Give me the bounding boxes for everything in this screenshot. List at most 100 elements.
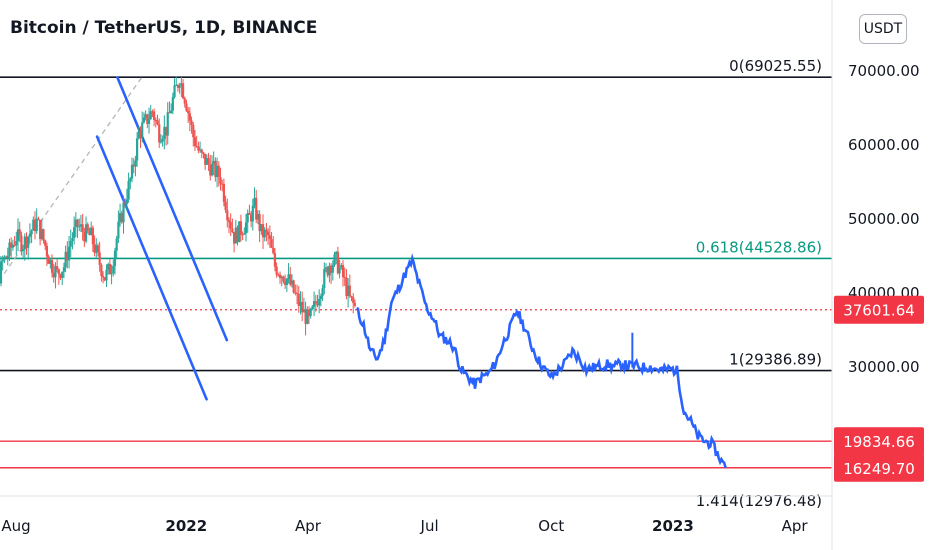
candle-body: [84, 224, 88, 242]
candle-body: [268, 235, 271, 240]
candle-body: [78, 226, 81, 228]
candle-body: [176, 85, 180, 88]
candle-body: [248, 213, 251, 215]
candle-body: [73, 227, 76, 239]
price-label-text: 19834.66: [843, 433, 915, 451]
candle-body: [234, 227, 237, 244]
candle-body: [112, 265, 115, 274]
candle-body: [118, 213, 122, 222]
candle-body: [93, 244, 96, 253]
candle-body: [350, 295, 353, 298]
candle-body: [139, 130, 142, 138]
x-tick-label: Oct: [538, 517, 564, 535]
candle-body: [170, 110, 173, 114]
candle-body: [49, 260, 52, 264]
candle-body: [239, 221, 243, 235]
candle-body: [35, 218, 38, 232]
candle-body: [151, 111, 154, 113]
candle-body: [15, 240, 18, 246]
candle-body: [219, 177, 222, 184]
candle-body: [243, 233, 246, 235]
candle-body: [215, 165, 219, 177]
candle-body: [267, 231, 270, 236]
candle-body: [110, 273, 113, 275]
candle-body: [113, 250, 117, 266]
candle-body: [292, 280, 295, 293]
candle-body: [69, 241, 72, 247]
candle-body: [185, 103, 188, 111]
candle-body: [79, 224, 83, 227]
candle-body: [192, 124, 195, 138]
candle-body: [229, 221, 232, 229]
candle-body: [161, 138, 164, 142]
candle-body: [164, 126, 168, 136]
candle-body: [340, 265, 343, 268]
candle-body: [44, 240, 47, 246]
candle-body: [4, 256, 8, 258]
candle-body: [198, 149, 202, 151]
candle-body: [91, 227, 94, 245]
candle-body: [336, 251, 340, 274]
candle-body: [251, 205, 254, 222]
candle-body: [226, 210, 229, 221]
candle-body: [278, 274, 282, 279]
candle-body: [183, 98, 186, 104]
candle-body: [241, 234, 244, 236]
candle-body: [166, 112, 169, 136]
candle-body: [159, 141, 163, 143]
candle-body: [236, 227, 239, 243]
candle-body: [13, 244, 16, 246]
candle-body: [265, 229, 268, 232]
candle-body: [173, 85, 176, 98]
candle-body: [238, 221, 241, 243]
candle-body: [331, 265, 334, 273]
candle-body: [297, 293, 300, 306]
candle-body: [270, 239, 273, 248]
candle-body: [96, 245, 100, 253]
price-labels: 37601.64 19834.66 16249.70: [834, 295, 924, 482]
candle-body: [200, 149, 203, 153]
candle-body: [304, 309, 307, 324]
x-tick-label: 2023: [652, 517, 694, 535]
candle-body: [76, 219, 79, 227]
candle-body: [83, 232, 86, 242]
candle-body: [50, 260, 54, 273]
channel-line: [116, 76, 229, 342]
candle-body: [86, 224, 89, 232]
candle-body: [306, 309, 309, 324]
candle-body: [115, 238, 118, 251]
y-tick-label: 30000.00: [848, 358, 920, 376]
candle-body: [255, 197, 258, 220]
candle-body: [156, 120, 159, 125]
candle-body: [324, 267, 328, 269]
candle-body: [130, 164, 134, 179]
candle-body: [62, 267, 66, 272]
candle-body: [39, 219, 42, 239]
candle-body: [314, 301, 317, 304]
candle-body: [282, 276, 285, 282]
candle-body: [100, 264, 103, 276]
candle-body: [149, 111, 152, 120]
candle-body: [3, 256, 6, 261]
y-tick-label: 60000.00: [848, 136, 920, 154]
candle-body: [299, 301, 302, 306]
trend-line-dashed: [0, 77, 143, 281]
candle-body: [120, 213, 123, 223]
candle-body: [294, 292, 297, 294]
candle-body: [81, 224, 84, 233]
candle-body: [8, 242, 11, 256]
candle-body: [108, 263, 111, 275]
candle-body: [275, 266, 278, 275]
candle-body: [222, 183, 225, 202]
x-tick-label: Aug: [1, 517, 30, 535]
x-tick-label: Apr: [782, 517, 809, 535]
x-tick-label: Jul: [420, 517, 439, 535]
candle-body: [224, 201, 227, 211]
currency-button[interactable]: USDT: [859, 14, 907, 44]
candle-body: [141, 122, 144, 138]
price-label-text: 37601.64: [843, 302, 915, 320]
candle-body: [88, 231, 91, 236]
projection: [356, 253, 727, 469]
candle-body: [217, 165, 220, 178]
